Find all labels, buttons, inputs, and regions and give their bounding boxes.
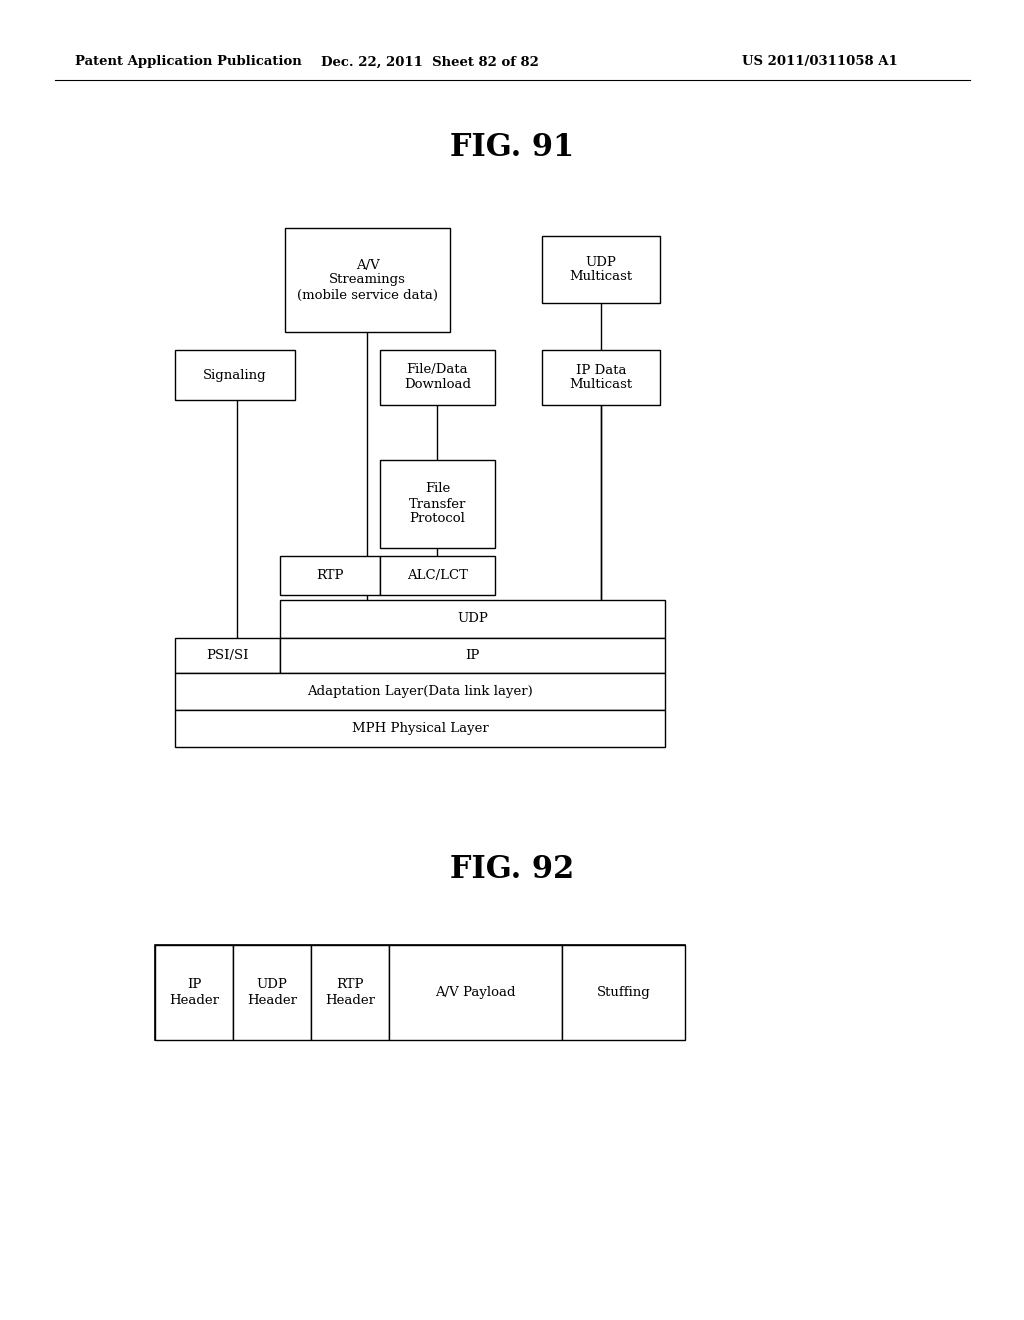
Text: Stuffing: Stuffing [597, 986, 650, 999]
Bar [389, 945, 562, 1040]
Text: A/V Payload: A/V Payload [435, 986, 516, 999]
Bar [280, 601, 665, 638]
Text: Dec. 22, 2011  Sheet 82 of 82: Dec. 22, 2011 Sheet 82 of 82 [322, 55, 539, 69]
Text: IP
Header: IP Header [169, 978, 219, 1006]
Bar [175, 638, 280, 673]
Text: RTP: RTP [316, 569, 344, 582]
Text: RTP
Header: RTP Header [325, 978, 375, 1006]
Text: FIG. 91: FIG. 91 [450, 132, 574, 164]
Bar [542, 236, 660, 304]
Text: Patent Application Publication: Patent Application Publication [75, 55, 302, 69]
Bar [380, 350, 495, 405]
Text: File/Data
Download: File/Data Download [404, 363, 471, 392]
Text: US 2011/0311058 A1: US 2011/0311058 A1 [742, 55, 898, 69]
Text: PSI/SI: PSI/SI [206, 649, 249, 663]
Text: Adaptation Layer(Data link layer): Adaptation Layer(Data link layer) [307, 685, 532, 698]
Text: UDP
Multicast: UDP Multicast [569, 256, 633, 284]
Bar [175, 350, 295, 400]
Text: FIG. 92: FIG. 92 [450, 854, 574, 886]
Bar [155, 945, 685, 1040]
Text: A/V
Streamings
(mobile service data): A/V Streamings (mobile service data) [297, 259, 438, 301]
Text: MPH Physical Layer: MPH Physical Layer [351, 722, 488, 735]
Bar [155, 945, 233, 1040]
Bar [311, 945, 389, 1040]
Bar [175, 673, 665, 710]
Bar [542, 350, 660, 405]
Text: UDP
Header: UDP Header [247, 978, 297, 1006]
Bar [233, 945, 311, 1040]
Text: IP Data
Multicast: IP Data Multicast [569, 363, 633, 392]
Bar [562, 945, 685, 1040]
Bar [280, 638, 665, 673]
Text: File
Transfer
Protocol: File Transfer Protocol [409, 483, 466, 525]
Text: ALC/LCT: ALC/LCT [408, 569, 468, 582]
Bar [285, 228, 450, 333]
Bar [175, 710, 665, 747]
Text: UDP: UDP [457, 612, 488, 626]
Bar [380, 459, 495, 548]
Text: Signaling: Signaling [203, 368, 267, 381]
Bar [380, 556, 495, 595]
Bar [280, 556, 380, 595]
Text: IP: IP [465, 649, 479, 663]
